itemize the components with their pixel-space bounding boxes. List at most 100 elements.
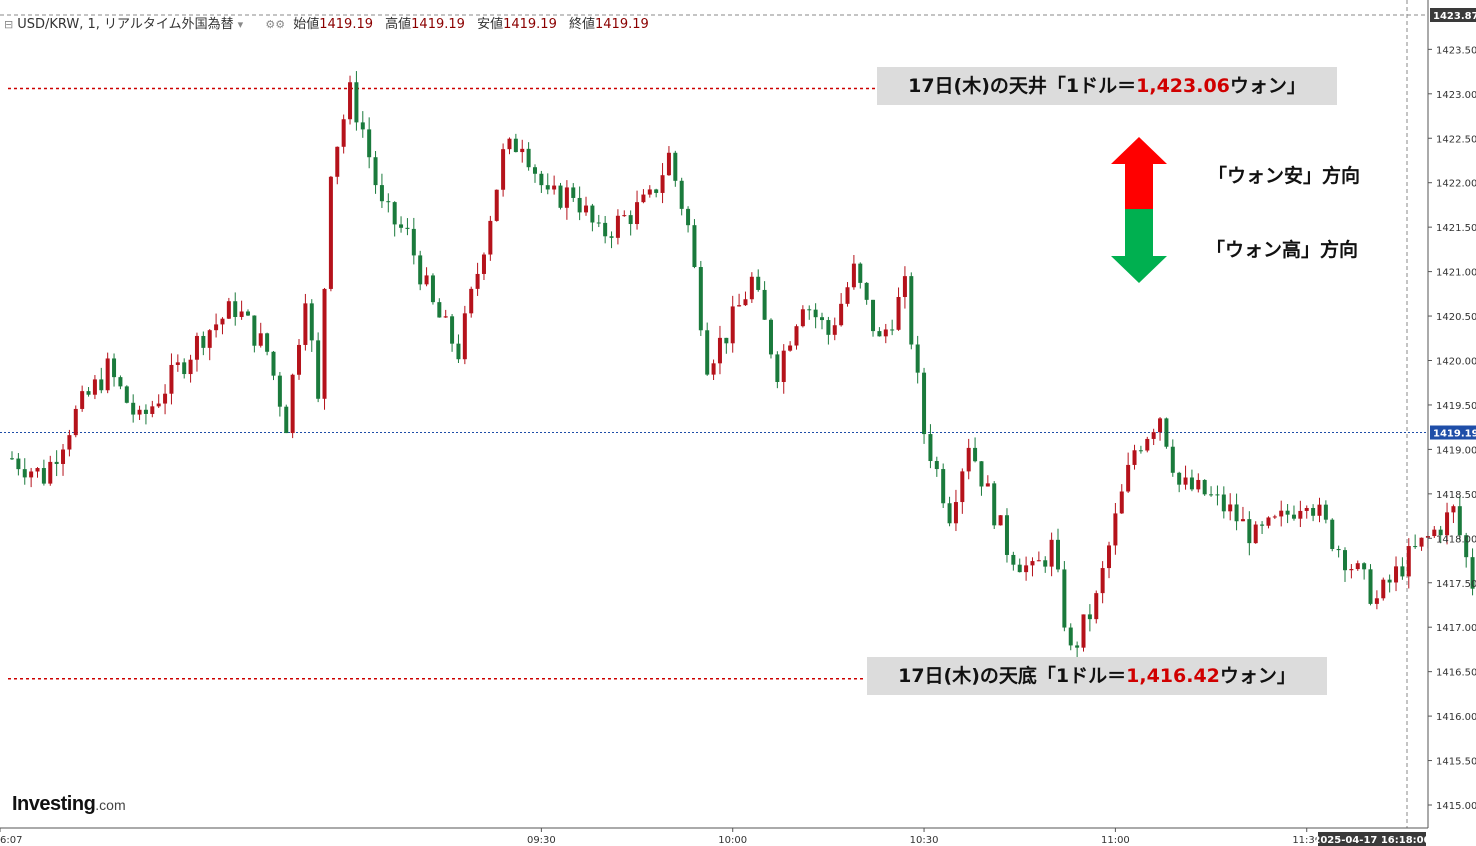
candle-body [1202,479,1207,495]
candle-body [609,236,614,238]
candle-body [1138,450,1143,452]
candle-body [705,330,710,375]
candle-body [985,483,990,487]
candle-body [654,189,659,193]
candle-body [941,469,946,504]
candle-body [520,148,525,153]
candle-body [214,324,219,331]
candle-body [679,180,684,209]
time-axis: 6:0709:3010:0010:3011:0011:3012:0012:301… [0,827,1431,846]
candle-body [424,275,429,285]
candle-body [584,205,589,213]
candle-body [367,129,372,158]
candle-body [552,185,557,190]
candle-body [1285,510,1290,515]
candle-body [207,330,212,348]
candle-body [1304,507,1309,511]
candle-body [1445,512,1450,536]
candle-body [1011,554,1016,565]
low-callout-value: 1,416.42 [1126,665,1220,687]
candle-body [539,173,544,186]
candle-body [169,364,174,394]
candle-body [67,435,72,450]
candle-body [1368,569,1373,604]
candle-body [418,255,423,285]
chart-grid [0,0,1427,828]
candle-body [112,358,117,378]
candle-body [1043,560,1048,567]
candle-body [864,282,869,300]
candle-body [1228,504,1233,512]
price-tick-label: 1416.00 [1436,712,1476,723]
high-callout-prefix: 17日(木)の天井「1ドル＝ [908,75,1137,97]
candle-body [1107,545,1112,569]
candle-body [1247,519,1252,544]
candle-body [635,202,640,225]
won-weak-label: 「ウォン安」方向 [1208,165,1361,187]
candle-body [41,468,46,484]
candle-body [277,375,282,407]
candle-body [673,152,678,181]
candle-body [1017,564,1022,573]
price-tick-label: 1420.00 [1436,357,1476,368]
candle-body [92,379,97,395]
candle-body [328,176,333,289]
open-value: 1419.19 [319,17,373,32]
candle-body [781,350,786,382]
candle-body [348,82,353,120]
candle-body [392,202,397,225]
candle-body [890,329,895,331]
candle-body [443,316,448,318]
candle-body [590,205,595,223]
candle-body [1119,491,1124,514]
symbol-title[interactable]: USD/KRW, 1, リアルタイム外国為替 [17,17,234,32]
candle-body [182,362,187,375]
candle-body [430,275,435,303]
candle-body [488,220,493,255]
candle-body [1055,539,1060,570]
high-low-guides [8,87,876,680]
last-price-box [1430,425,1476,440]
dropdown-icon[interactable]: ▾ [237,18,244,31]
candle-body [1215,494,1220,496]
candle-body [1451,506,1456,513]
candle-body [966,447,971,472]
price-tick-label: 1421.50 [1436,223,1476,234]
candle-body [1049,539,1054,567]
candle-body [1266,517,1271,526]
price-axis: 1415.00 1415.50 1416.00 1416.50 1417.00 1417.… [1427,0,1476,828]
collapse-icon[interactable]: ⊟ [4,18,14,31]
candle-body [628,215,633,225]
candle-body [1381,579,1386,599]
candle-body [1030,561,1035,566]
price-tick-label: 1419.00 [1436,445,1476,456]
candle-body [1387,579,1392,583]
candle-body [756,276,761,290]
candle-body [1349,569,1354,571]
candle-body [233,301,238,317]
candle-body [513,138,518,153]
candle-body [399,224,404,228]
candle-body [603,222,608,237]
candle-body [1094,593,1099,620]
candle-body [845,287,850,304]
candle-body [10,458,14,460]
candle-body [979,461,984,487]
investing-logo[interactable]: Investing.com [12,793,126,816]
candle-body [1081,614,1086,648]
settings-icon[interactable]: ⚙⚙ [265,18,286,31]
candle-body [596,222,601,224]
candle-body [800,309,805,327]
candle-body [660,175,665,193]
high-value: 1419.19 [411,17,465,32]
candle-body [749,276,754,300]
candle-body [322,288,327,399]
candle-body [360,122,365,130]
candle-body [1374,598,1379,604]
candle-body [1240,519,1245,522]
candle-body [507,138,512,150]
price-tick-label: 1421.00 [1436,268,1476,279]
candle-body [252,315,257,346]
candle-body [35,468,40,472]
close-value: 1419.19 [595,17,649,32]
